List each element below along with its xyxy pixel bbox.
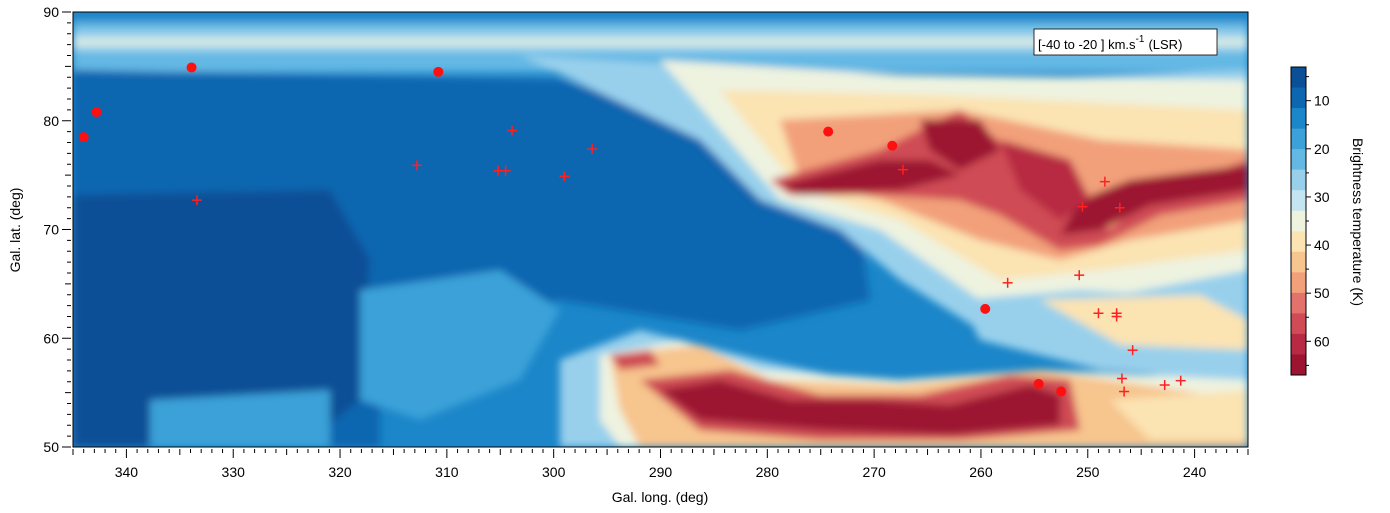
source-cross [1114, 202, 1125, 213]
colorbar-segment [1291, 128, 1306, 150]
x-tick-label: 340 [115, 464, 139, 480]
source-dot [433, 66, 444, 77]
colorbar-segment [1291, 190, 1306, 212]
source-dot [980, 303, 991, 314]
source-cross [1119, 386, 1130, 397]
source-cross [1159, 380, 1170, 391]
x-tick-label: 310 [435, 464, 459, 480]
annotation-suffix: (LSR) [1148, 37, 1182, 52]
y-tick-label: 70 [43, 222, 59, 238]
y-tick-label: 90 [43, 4, 59, 20]
source-dot [1056, 386, 1067, 397]
y-tick-label: 80 [43, 113, 59, 129]
y-axis: 50 60 70 80 90 [43, 4, 71, 455]
source-cross [507, 125, 518, 136]
source-dot [887, 140, 898, 151]
colorbar-tick-label: 60 [1314, 333, 1330, 349]
annotation-superscript: -1 [1136, 34, 1145, 45]
colorbar-segment [1291, 87, 1306, 109]
velocity-annotation: [-40 to -20 ] km.s-1 (LSR) [1033, 28, 1218, 56]
source-cross [1127, 345, 1138, 356]
annotation-box [1033, 28, 1218, 56]
source-cross [1002, 277, 1013, 288]
colorbar-title: Brightness temperature (K) [1350, 138, 1366, 306]
source-cross [191, 195, 202, 206]
source-cross [1077, 201, 1088, 212]
x-tick-label: 300 [542, 464, 566, 480]
x-axis: 340 330 320 310 300 290 280 270 260 250 240 [72, 449, 1249, 480]
x-tick-label: 290 [649, 464, 673, 480]
source-dot [78, 132, 89, 143]
source-markers [78, 62, 1186, 397]
colorbar-tick-label: 20 [1314, 141, 1330, 157]
colorbar-tick-label: 30 [1314, 189, 1330, 205]
colorbar-tick-label: 40 [1314, 237, 1330, 253]
colorbar-segment [1291, 67, 1306, 89]
source-dot [1033, 378, 1044, 389]
y-axis-title: Gal. lat. (deg) [7, 188, 23, 273]
source-cross [559, 171, 570, 182]
source-cross [1093, 308, 1104, 319]
source-cross [1175, 375, 1186, 386]
annotation-prefix: [-40 to -20 ] km.s [1038, 37, 1136, 52]
colorbar-segment [1291, 210, 1306, 232]
source-dot [823, 126, 834, 137]
colorbar: 10 20 30 40 50 60 [1290, 66, 1330, 376]
plot-frame [72, 11, 1249, 448]
brightness-heatmap [73, 12, 1248, 447]
y-tick-label: 50 [43, 439, 59, 455]
colorbar-segment [1291, 149, 1306, 171]
colorbar-segment [1291, 169, 1306, 191]
source-cross [500, 165, 511, 176]
x-tick-label: 320 [328, 464, 352, 480]
colorbar-segment [1291, 108, 1306, 130]
colorbar-tick-label: 50 [1314, 285, 1330, 301]
annotation-text: [-40 to -20 ] km.s-1 (LSR) [1038, 34, 1182, 52]
x-tick-label: 260 [969, 464, 993, 480]
source-dot [91, 107, 102, 118]
colorbar-segment [1291, 231, 1306, 253]
source-cross [1099, 176, 1110, 187]
source-cross [587, 144, 598, 155]
colorbar-segment [1291, 354, 1306, 376]
x-tick-label: 280 [756, 464, 780, 480]
colorbar-segment [1291, 313, 1306, 335]
x-tick-label: 330 [222, 464, 246, 480]
colorbar-segment [1291, 333, 1306, 355]
x-axis-title: Gal. long. (deg) [612, 489, 709, 505]
colorbar-segment [1291, 292, 1306, 314]
source-cross [1111, 311, 1122, 322]
source-dot [186, 62, 197, 73]
colorbar-segment [1291, 251, 1306, 273]
source-cross [1116, 373, 1127, 384]
y-tick-label: 60 [43, 330, 59, 346]
x-tick-label: 250 [1076, 464, 1100, 480]
x-tick-label: 270 [862, 464, 886, 480]
source-cross [897, 164, 908, 175]
x-tick-label: 240 [1183, 464, 1207, 480]
colorbar-tick-label: 10 [1314, 93, 1330, 109]
source-cross [1074, 270, 1085, 281]
source-cross [411, 160, 422, 171]
colorbar-segment [1291, 272, 1306, 294]
